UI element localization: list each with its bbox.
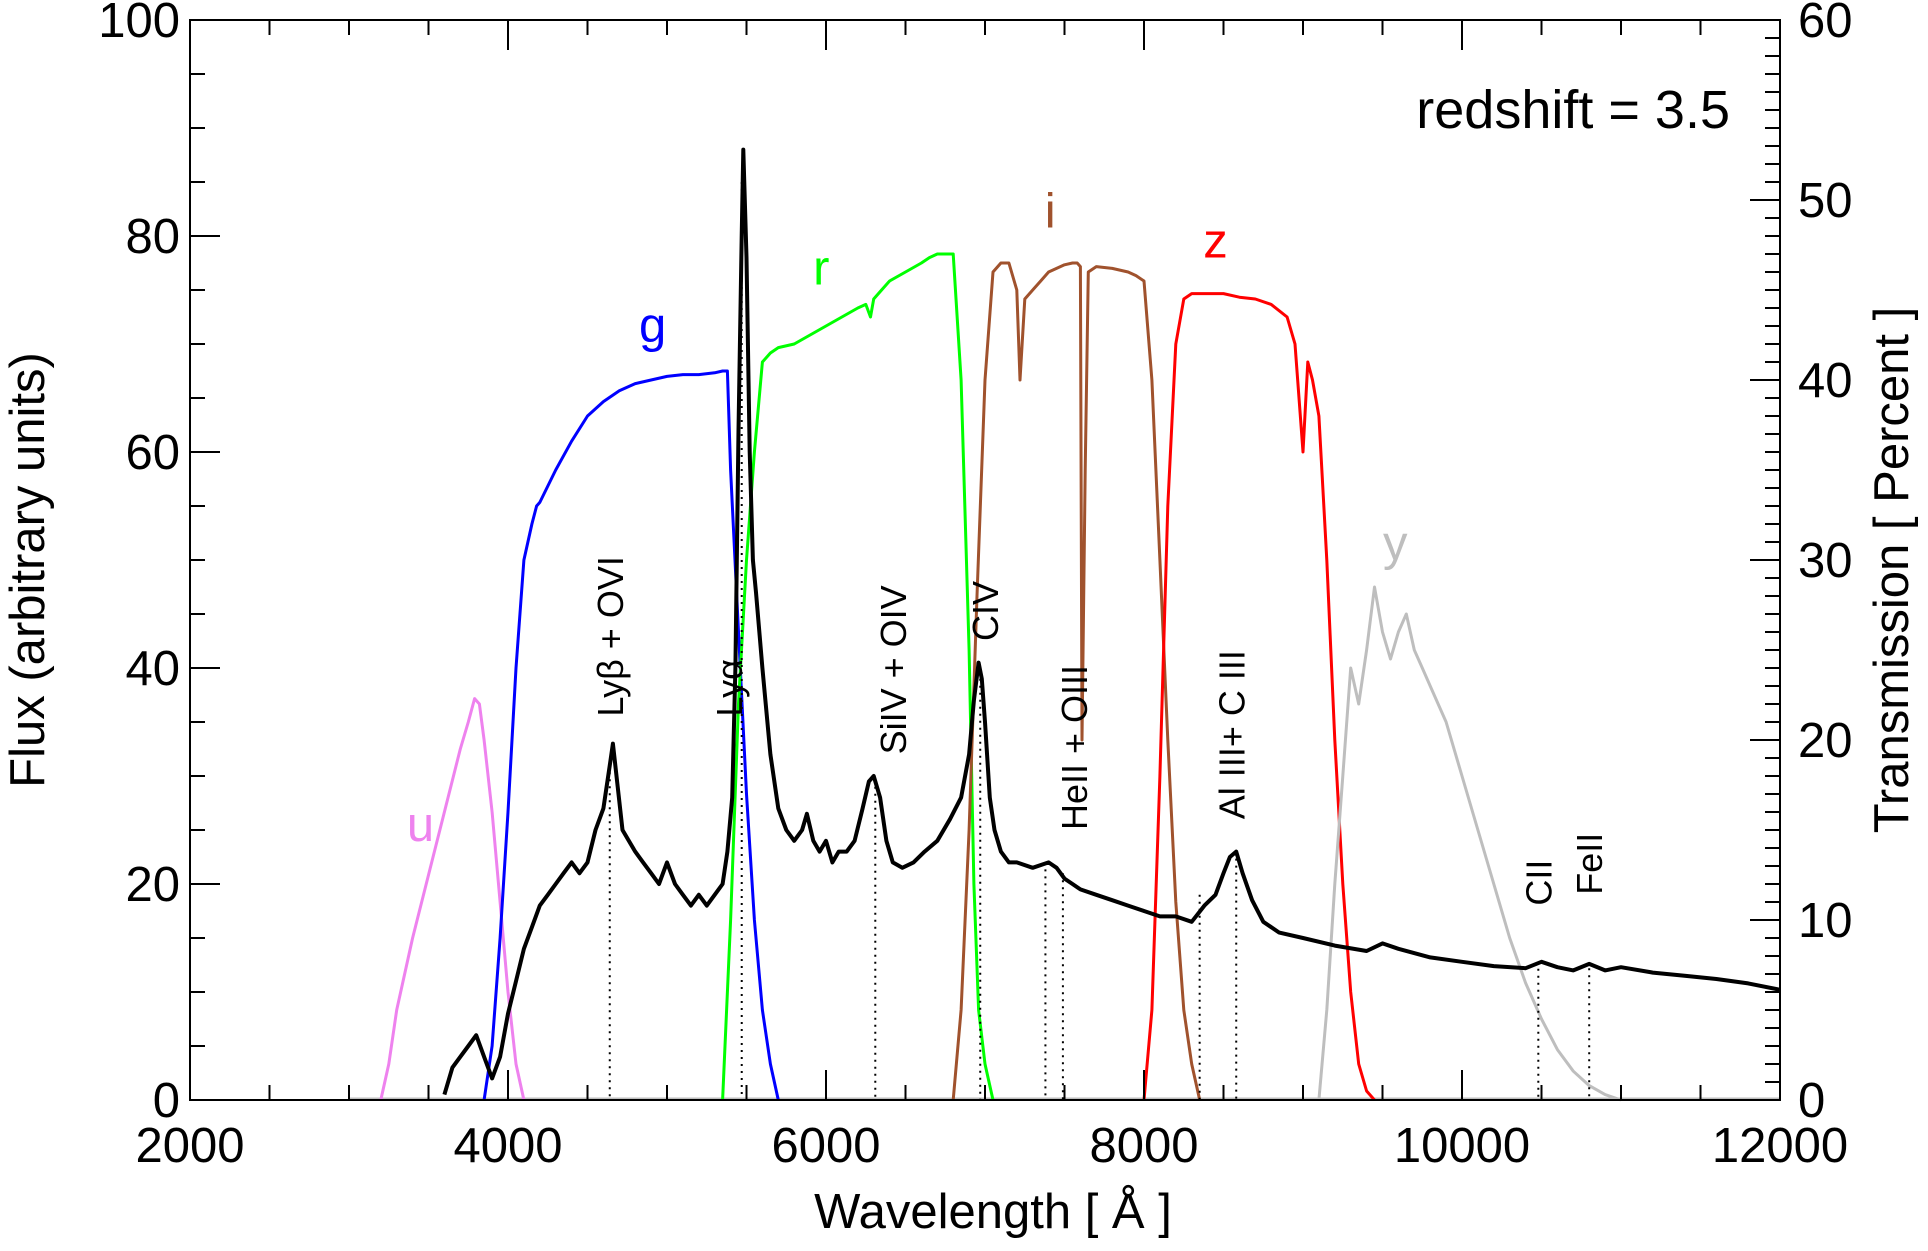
y-tick-label-40: 40 — [125, 642, 180, 696]
x-tick-label-12000: 12000 — [1712, 1119, 1848, 1173]
y2-tick-label-40: 40 — [1798, 354, 1853, 408]
emission-line-label-2: SiIV + OIV — [873, 585, 914, 754]
emission-line-label-1: Lyα — [709, 659, 750, 717]
x-tick-label-10000: 10000 — [1394, 1119, 1530, 1173]
y-tick-label-80: 80 — [125, 210, 180, 264]
quasar-spectrum — [442, 147, 1781, 1096]
y-tick-label-0: 0 — [153, 1074, 180, 1128]
emission-line-label-0: Lyβ + OVI — [590, 556, 631, 716]
y2-tick-label-20: 20 — [1798, 714, 1853, 768]
band-label-z: z — [1203, 215, 1228, 269]
emission-line-label-7: FeII — [1569, 833, 1610, 895]
band-label-y: y — [1383, 517, 1408, 571]
band-label-u: u — [407, 798, 434, 852]
filter-curve-u — [379, 697, 526, 1101]
y2-tick-label-60: 60 — [1798, 0, 1853, 48]
emission-line-label-3: CIV — [965, 581, 1006, 641]
y2-tick-label-0: 0 — [1798, 1074, 1825, 1128]
x-axis-label: Wavelength [ Å ] — [814, 1185, 1172, 1239]
x-tick-label-2000: 2000 — [135, 1119, 244, 1173]
band-label-i: i — [1045, 184, 1056, 238]
redshift-annotation: redshift = 3.5 — [1416, 80, 1730, 140]
emission-line-label-5: Al III+ C III — [1212, 650, 1253, 819]
x-tick-label-8000: 8000 — [1089, 1119, 1198, 1173]
emission-line-label-6: CII — [1518, 860, 1559, 906]
y-tick-label-100: 100 — [98, 0, 180, 48]
filter-curve-z — [1142, 292, 1376, 1101]
filter-curve-y — [1317, 585, 1622, 1102]
y2-axis-label: Transmission [ Percent ] — [1865, 307, 1919, 833]
plot-area: 2000 4000 6000 8000 10000 1200002040608010001… — [98, 0, 1852, 1173]
filter-curve-i — [951, 261, 1202, 1101]
x-tick-label-4000: 4000 — [453, 1119, 562, 1173]
band-label-g: g — [639, 299, 666, 353]
filter-curve-r — [721, 252, 995, 1101]
y-axis-label: Flux (arbitrary units) — [1, 352, 55, 788]
y-tick-label-20: 20 — [125, 858, 180, 912]
y2-tick-label-30: 30 — [1798, 534, 1853, 588]
band-label-r: r — [813, 242, 829, 296]
emission-line-label-4: HeII + OIII — [1054, 665, 1095, 830]
y2-tick-label-10: 10 — [1798, 894, 1853, 948]
y2-tick-label-50: 50 — [1798, 174, 1853, 228]
y-tick-label-60: 60 — [125, 426, 180, 480]
x-tick-label-6000: 6000 — [771, 1119, 880, 1173]
